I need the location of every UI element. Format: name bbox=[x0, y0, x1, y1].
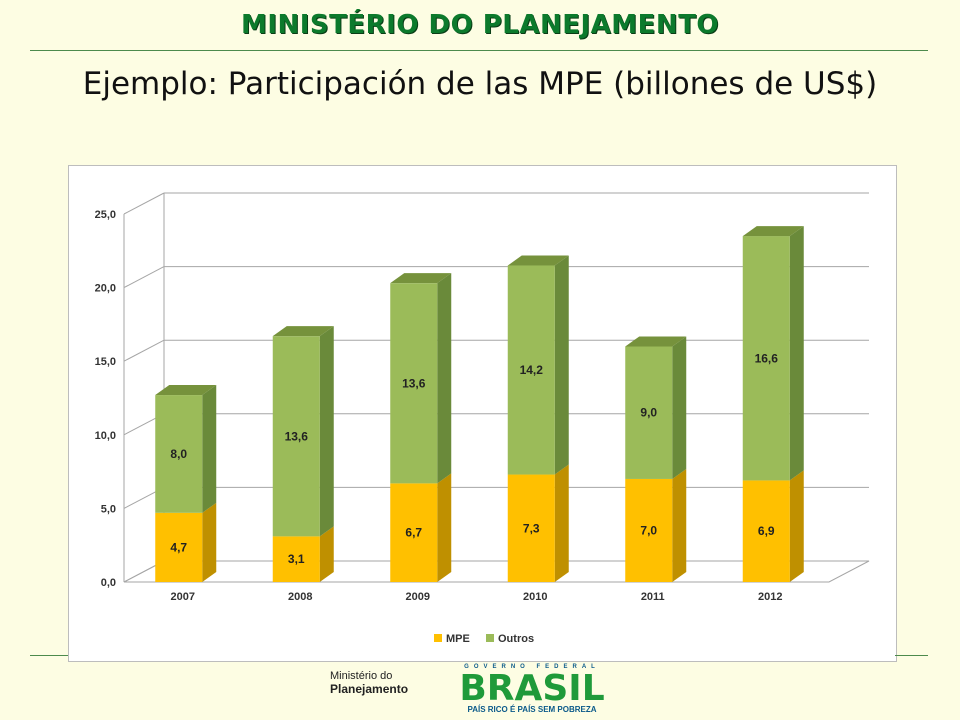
footer-ministry-line2: Planejamento bbox=[330, 682, 409, 696]
bar-side-outros bbox=[789, 226, 804, 481]
legend-label-outros: Outros bbox=[498, 633, 534, 645]
bar-side-mpe bbox=[437, 473, 452, 582]
y-tick-label: 15,0 bbox=[95, 356, 116, 368]
legend-swatch-mpe bbox=[434, 634, 442, 642]
footer-ministry-logo: Ministério do Planejamento bbox=[330, 670, 430, 696]
bar-outros bbox=[625, 346, 673, 479]
x-tick-label: 2008 bbox=[288, 591, 312, 603]
legend-label-mpe: MPE bbox=[446, 633, 470, 645]
chart-floor bbox=[123, 560, 870, 583]
bar-outros bbox=[390, 283, 438, 484]
data-label-mpe: 7,0 bbox=[640, 523, 657, 537]
data-label-outros: 13,6 bbox=[402, 376, 426, 390]
bar-side-mpe bbox=[202, 502, 217, 582]
y-tick-label: 25,0 bbox=[95, 209, 116, 221]
bar-top bbox=[390, 273, 452, 284]
data-label-outros: 14,2 bbox=[520, 363, 544, 377]
footer-ministry-line1: Ministério do bbox=[330, 670, 393, 682]
bar-side-outros bbox=[437, 273, 452, 484]
bar-top bbox=[507, 255, 569, 266]
logo-brand-text: BRASIL bbox=[459, 668, 604, 709]
bar-side-mpe bbox=[554, 464, 569, 582]
data-label-outros: 16,6 bbox=[755, 351, 779, 365]
bar-outros bbox=[272, 336, 320, 537]
bar-side-mpe bbox=[319, 526, 334, 582]
x-tick-label: 2009 bbox=[406, 591, 430, 603]
bar-outros bbox=[507, 265, 555, 475]
bar-side-mpe bbox=[789, 470, 804, 582]
bar-top bbox=[625, 336, 687, 347]
data-label-outros: 8,0 bbox=[170, 447, 187, 461]
gridline-depth bbox=[123, 192, 165, 215]
gridline-depth bbox=[123, 266, 165, 289]
y-tick-label: 20,0 bbox=[95, 283, 116, 295]
y-tick-label: 5,0 bbox=[101, 503, 116, 515]
stacked-bar-chart: 0,0 5,0 10,0 15,0 20,0 25,0 4,7 8,0 2007 3,1 13,6 2… bbox=[95, 192, 870, 645]
header-divider bbox=[30, 50, 928, 51]
bar-mpe bbox=[507, 474, 555, 582]
bar-side-outros bbox=[319, 326, 334, 537]
bar-top bbox=[155, 385, 217, 396]
bar-mpe bbox=[625, 478, 673, 582]
footer-divider-right bbox=[895, 655, 928, 656]
data-label-mpe: 4,7 bbox=[170, 540, 187, 554]
bar-outros bbox=[742, 236, 790, 481]
bar-side-outros bbox=[202, 385, 217, 513]
bar-mpe bbox=[742, 480, 790, 582]
bar-outros bbox=[155, 395, 203, 513]
bar-mpe bbox=[390, 483, 438, 582]
governo-federal-brasil-logo: GOVERNO FEDERAL BRASIL PAÍS RICO É PAÍS … bbox=[459, 664, 604, 714]
data-label-mpe: 6,7 bbox=[405, 526, 422, 540]
slide-title: Ejemplo: Participación de las MPE (billo… bbox=[82, 66, 878, 102]
data-label-mpe: 7,3 bbox=[523, 521, 540, 535]
data-label-mpe: 3,1 bbox=[288, 552, 305, 566]
y-tick-label: 0,0 bbox=[101, 577, 116, 589]
bar-side-mpe bbox=[672, 468, 687, 582]
data-label-outros: 9,0 bbox=[640, 406, 657, 420]
x-tick-label: 2012 bbox=[758, 591, 782, 603]
gridline-depth bbox=[123, 339, 165, 362]
legend-swatch-outros bbox=[486, 634, 494, 642]
ministry-title: MINISTÉRIO DO PLANEJAMENTO bbox=[240, 10, 720, 40]
footer-divider-left bbox=[30, 655, 68, 656]
bar-top bbox=[742, 226, 804, 237]
bar-mpe bbox=[155, 512, 203, 582]
bar-side-outros bbox=[554, 255, 569, 475]
logo-top-text: GOVERNO FEDERAL bbox=[464, 664, 600, 670]
x-tick-label: 2010 bbox=[523, 591, 547, 603]
chart-frame: 0,0 5,0 10,0 15,0 20,0 25,0 4,7 8,0 2007 3,1 13,6 2… bbox=[68, 165, 897, 662]
data-label-outros: 13,6 bbox=[285, 429, 309, 443]
x-tick-label: 2007 bbox=[171, 591, 195, 603]
bar-mpe bbox=[272, 536, 320, 582]
data-label-mpe: 6,9 bbox=[758, 524, 775, 538]
bar-side-outros bbox=[672, 336, 687, 479]
logo-slogan: PAÍS RICO É PAÍS SEM POBREZA bbox=[467, 705, 596, 714]
y-tick-label: 10,0 bbox=[95, 430, 116, 442]
bar-top bbox=[272, 326, 334, 337]
x-tick-label: 2011 bbox=[641, 591, 665, 603]
